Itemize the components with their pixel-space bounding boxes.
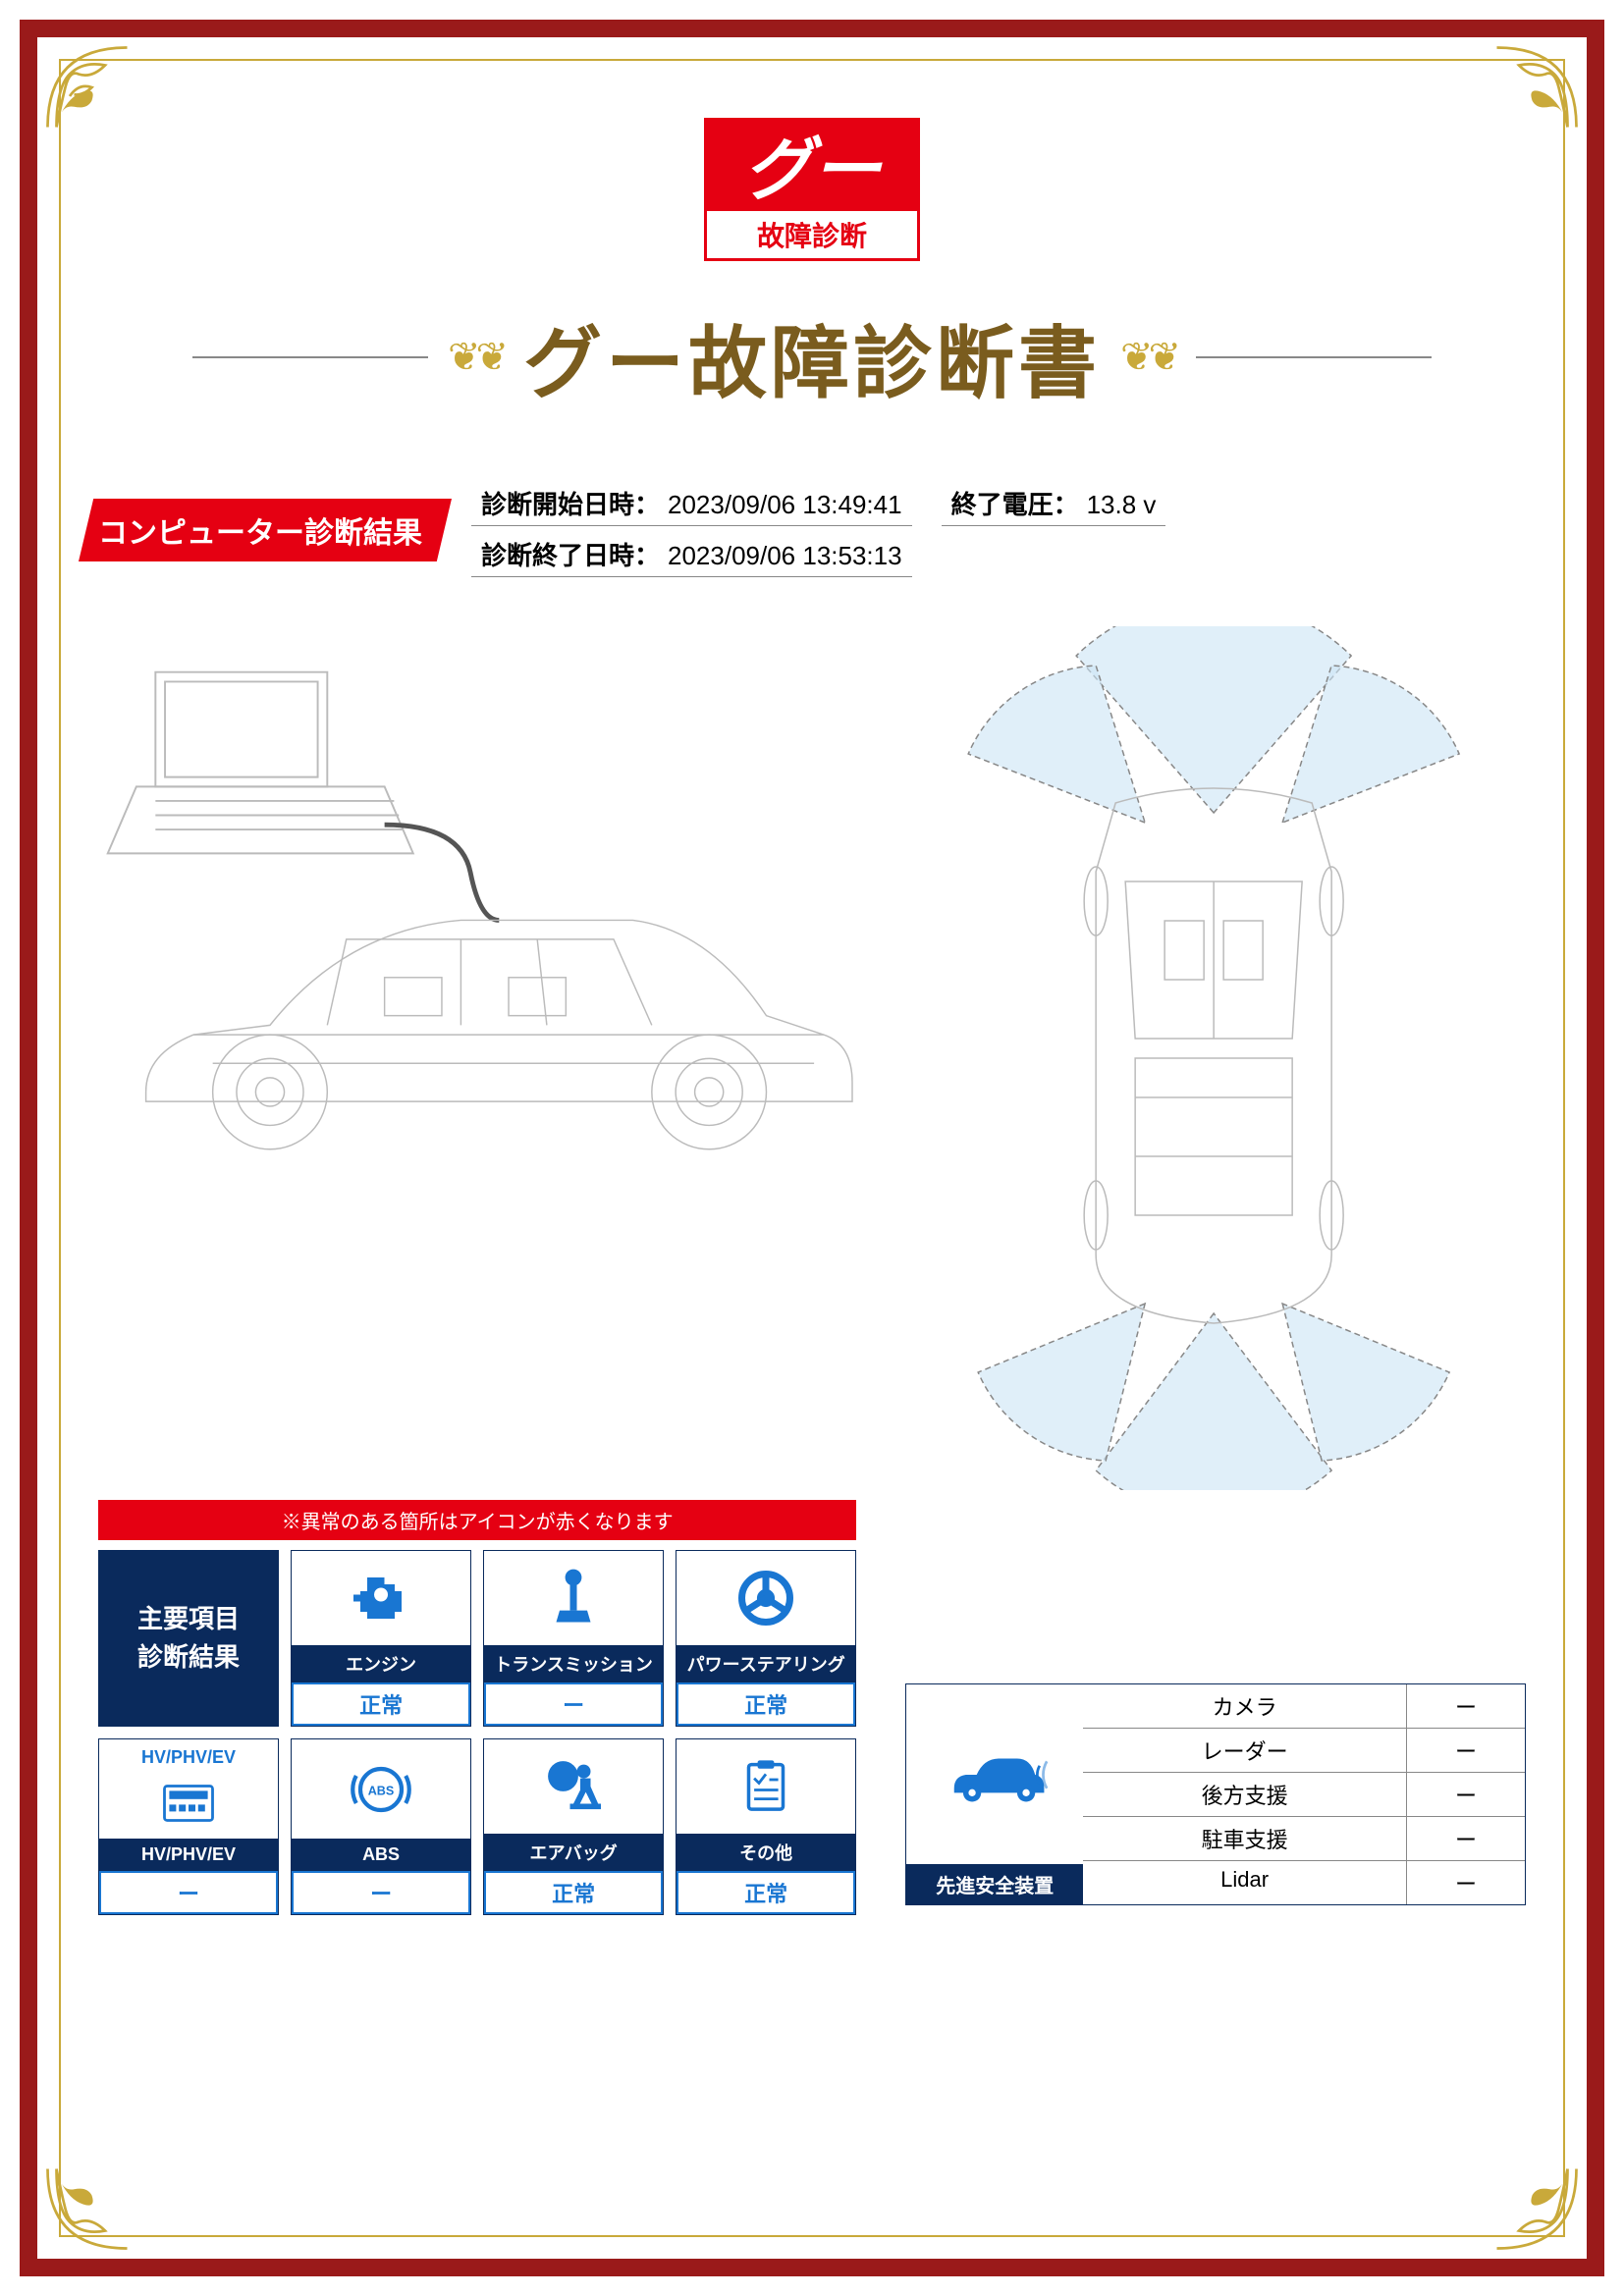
card-steering-status: 正常 <box>677 1682 855 1726</box>
safety-title: 先進安全装置 <box>906 1864 1083 1904</box>
meta-end-label: 診断終了日時： <box>481 536 660 572</box>
meta-end: 診断終了日時： 2023/09/06 13:53:13 <box>471 534 912 577</box>
transmission-icon <box>484 1551 663 1645</box>
svg-text:ABS: ABS <box>368 1784 395 1797</box>
safety-name: Lidar <box>1083 1861 1407 1904</box>
steering-icon <box>677 1551 855 1645</box>
card-abs-label: ABS <box>292 1839 470 1871</box>
card-airbag: エアバッグ 正常 <box>483 1738 664 1915</box>
card-other: その他 正常 <box>676 1738 856 1915</box>
main-card-line2: 診断結果 <box>137 1638 240 1677</box>
section-header: コンピューター診断結果 診断開始日時： 2023/09/06 13:49:41 … <box>79 483 1545 577</box>
meta-voltage-value: 13.8 v <box>1087 490 1157 520</box>
meta-voltage: 終了電圧： 13.8 v <box>942 483 1166 526</box>
safety-row: カメラ ー <box>1083 1684 1525 1729</box>
safety-name: 駐車支援 <box>1083 1817 1407 1860</box>
safety-row: レーダー ー <box>1083 1729 1525 1773</box>
safety-name: カメラ <box>1083 1684 1407 1728</box>
safety-name: レーダー <box>1083 1729 1407 1772</box>
meta-voltage-label: 終了電圧： <box>951 485 1079 521</box>
car-top-diagram <box>901 626 1526 1490</box>
flourish-left-icon: ❦❦ <box>448 335 504 380</box>
airbag-icon <box>484 1739 663 1834</box>
document-title: グー故障診断書 <box>523 300 1101 414</box>
safety-panel: 先進安全装置 カメラ ー レーダー ー 後方支援 ー <box>905 1683 1526 1905</box>
meta-start-label: 診断開始日時： <box>481 485 660 521</box>
card-abs-status: ー <box>292 1871 470 1914</box>
results-grid: 主要項目 診断結果 エンジン 正常 トランスミッション ー <box>98 1550 856 1915</box>
title-line-right <box>1196 356 1432 358</box>
card-hvev-status: ー <box>99 1871 278 1914</box>
card-engine: エンジン 正常 <box>291 1550 471 1727</box>
card-steering-label: パワーステアリング <box>677 1645 855 1682</box>
safety-val: ー <box>1407 1861 1525 1904</box>
safety-name: 後方支援 <box>1083 1773 1407 1816</box>
safety-row: Lidar ー <box>1083 1861 1525 1904</box>
card-hvev-top: HV/PHV/EV <box>99 1739 278 1768</box>
card-hvev: HV/PHV/EV HV/PHV/EV ー <box>98 1738 279 1915</box>
card-airbag-status: 正常 <box>484 1871 663 1914</box>
meta-start: 診断開始日時： 2023/09/06 13:49:41 <box>471 483 912 526</box>
warning-bar: ※異常のある箇所はアイコンが赤くなります <box>98 1500 856 1540</box>
clipboard-icon <box>677 1739 855 1834</box>
card-engine-label: エンジン <box>292 1645 470 1682</box>
card-transmission-status: ー <box>484 1682 663 1726</box>
safety-val: ー <box>1407 1773 1525 1816</box>
safety-val: ー <box>1407 1684 1525 1728</box>
card-airbag-label: エアバッグ <box>484 1834 663 1871</box>
results-grid-wrap: ※異常のある箇所はアイコンが赤くなります 主要項目 診断結果 エンジン 正常 <box>98 1500 856 1915</box>
meta-end-value: 2023/09/06 13:53:13 <box>668 541 902 571</box>
card-other-label: その他 <box>677 1834 855 1871</box>
car-side-diagram <box>98 626 862 1176</box>
card-engine-status: 正常 <box>292 1682 470 1726</box>
diagram-row <box>79 626 1545 1490</box>
main-card-line1: 主要項目 <box>137 1600 240 1638</box>
main-summary-card: 主要項目 診断結果 <box>98 1550 279 1727</box>
hvev-icon <box>99 1768 278 1839</box>
card-abs: ABS ABS ー <box>291 1738 471 1915</box>
meta-fields: 診断開始日時： 2023/09/06 13:49:41 終了電圧： 13.8 v… <box>471 483 1165 577</box>
card-hvev-label: HV/PHV/EV <box>99 1839 278 1871</box>
safety-val: ー <box>1407 1817 1525 1860</box>
safety-rows: カメラ ー レーダー ー 後方支援 ー 駐車支援 ー <box>1083 1684 1525 1904</box>
logo-sub-text: 故障診断 <box>704 211 920 261</box>
section-ribbon: コンピューター診断結果 <box>79 499 452 561</box>
abs-icon: ABS <box>292 1739 470 1839</box>
card-transmission-label: トランスミッション <box>484 1645 663 1682</box>
logo-main-text: グー <box>704 118 920 211</box>
engine-icon <box>292 1551 470 1645</box>
safety-val: ー <box>1407 1729 1525 1772</box>
safety-car-icon <box>906 1684 1083 1864</box>
flourish-right-icon: ❦❦ <box>1120 335 1176 380</box>
safety-row: 駐車支援 ー <box>1083 1817 1525 1861</box>
card-steering: パワーステアリング 正常 <box>676 1550 856 1727</box>
title-line-left <box>192 356 428 358</box>
safety-left: 先進安全装置 <box>906 1684 1083 1904</box>
title-row: ❦❦ グー故障診断書 ❦❦ <box>79 300 1545 414</box>
card-other-status: 正常 <box>677 1871 855 1914</box>
page-content: グー 故障診断 ❦❦ グー故障診断書 ❦❦ コンピューター診断結果 診断開始日時… <box>79 79 1545 2217</box>
brand-logo: グー 故障診断 <box>704 118 920 261</box>
meta-start-value: 2023/09/06 13:49:41 <box>668 490 902 520</box>
safety-row: 後方支援 ー <box>1083 1773 1525 1817</box>
card-transmission: トランスミッション ー <box>483 1550 664 1727</box>
results-section: ※異常のある箇所はアイコンが赤くなります 主要項目 診断結果 エンジン 正常 <box>79 1500 1545 1915</box>
safety-table: 先進安全装置 カメラ ー レーダー ー 後方支援 ー <box>905 1683 1526 1905</box>
